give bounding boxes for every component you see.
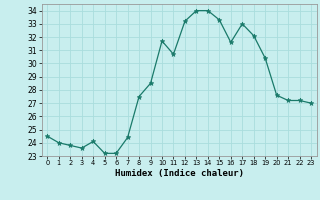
X-axis label: Humidex (Indice chaleur): Humidex (Indice chaleur) bbox=[115, 169, 244, 178]
